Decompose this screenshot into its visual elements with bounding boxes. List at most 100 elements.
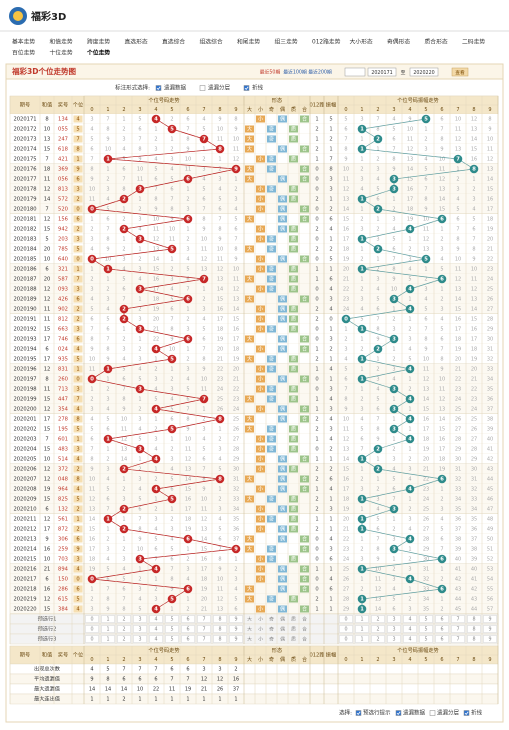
preselect-cell[interactable] xyxy=(85,625,99,633)
preselect-digit[interactable]: 0 xyxy=(344,627,347,633)
nav-link[interactable]: 012路走势 xyxy=(312,38,341,46)
preselect-digit[interactable]: 4 xyxy=(154,637,157,643)
preselect-digit[interactable]: 5 xyxy=(424,637,427,643)
preselect-cell[interactable] xyxy=(117,635,131,643)
preselect-digit[interactable]: 1 xyxy=(360,627,363,633)
preselect-cell[interactable] xyxy=(213,635,227,643)
preselect-digit[interactable]: 7 xyxy=(456,637,459,643)
nav-link[interactable]: 质合形态 xyxy=(425,38,448,46)
option-checkbox[interactable] xyxy=(199,85,206,91)
preselect-cell[interactable] xyxy=(213,625,227,633)
preselect-shape[interactable]: 小 xyxy=(258,636,263,643)
preselect-shape[interactable]: 合 xyxy=(302,636,307,643)
preselect-digit[interactable]: 0 xyxy=(344,637,347,643)
preselect-cell[interactable] xyxy=(451,625,465,633)
preselect-digit[interactable]: 0 xyxy=(90,617,93,623)
preselect-cell[interactable] xyxy=(165,635,179,643)
preselect-cell[interactable] xyxy=(339,615,353,623)
preselect-shape[interactable]: 偶 xyxy=(280,616,285,623)
preselect-cell[interactable] xyxy=(165,625,179,633)
preselect-digit[interactable]: 2 xyxy=(376,627,379,633)
preselect-digit[interactable]: 9 xyxy=(488,617,491,623)
preselect-digit[interactable]: 5 xyxy=(424,627,427,633)
preselect-digit[interactable]: 6 xyxy=(440,627,443,633)
preselect-cell[interactable] xyxy=(133,635,147,643)
preselect-cell[interactable] xyxy=(435,635,449,643)
preselect-digit[interactable]: 6 xyxy=(186,627,189,633)
preselect-digit[interactable]: 5 xyxy=(170,617,173,623)
preselect-shape[interactable]: 大 xyxy=(247,616,252,623)
preselect-cell[interactable] xyxy=(451,615,465,623)
preselect-cell[interactable] xyxy=(229,635,243,643)
preselect-cell[interactable] xyxy=(213,615,227,623)
preselect-digit[interactable]: 6 xyxy=(440,637,443,643)
preselect-digit[interactable]: 1 xyxy=(360,637,363,643)
preselect-cell[interactable] xyxy=(149,615,163,623)
preselect-digit[interactable]: 5 xyxy=(170,627,173,633)
preselect-digit[interactable]: 0 xyxy=(90,627,93,633)
preselect-digit[interactable]: 8 xyxy=(218,627,221,633)
preselect-digit[interactable]: 8 xyxy=(218,617,221,623)
preselect-cell[interactable] xyxy=(165,615,179,623)
preselect-shape[interactable]: 质 xyxy=(291,626,296,633)
preselect-digit[interactable]: 7 xyxy=(456,617,459,623)
preselect-shape[interactable]: 大 xyxy=(247,636,252,643)
preselect-cell[interactable] xyxy=(467,635,481,643)
preselect-digit[interactable]: 4 xyxy=(154,627,157,633)
preselect-cell[interactable] xyxy=(197,625,211,633)
preselect-cell[interactable] xyxy=(229,615,243,623)
nav-link[interactable]: 和尾走势 xyxy=(237,38,260,46)
nav-link[interactable]: 个位走势 xyxy=(86,49,110,57)
preselect-shape[interactable]: 合 xyxy=(302,626,307,633)
preselect-digit[interactable]: 8 xyxy=(472,627,475,633)
preselect-cell[interactable] xyxy=(117,625,131,633)
preselect-digit[interactable]: 2 xyxy=(122,617,125,623)
preselect-digit[interactable]: 3 xyxy=(138,617,141,623)
preselect-digit[interactable]: 3 xyxy=(392,627,395,633)
preselect-cell[interactable] xyxy=(101,635,115,643)
preselect-shape[interactable]: 奇 xyxy=(269,636,274,643)
preselect-cell[interactable] xyxy=(371,635,385,643)
preselect-cell[interactable] xyxy=(133,615,147,623)
preselect-cell[interactable] xyxy=(403,615,417,623)
preselect-digit[interactable]: 4 xyxy=(154,617,157,623)
preselect-cell[interactable] xyxy=(387,625,401,633)
preselect-digit[interactable]: 7 xyxy=(456,627,459,633)
preselect-digit[interactable]: 1 xyxy=(106,617,109,623)
period-link[interactable]: 最近100期 xyxy=(283,69,307,76)
preselect-cell[interactable] xyxy=(181,625,195,633)
preselect-cell[interactable] xyxy=(355,625,369,633)
nav-link[interactable]: 和值走势 xyxy=(50,38,73,46)
preselect-digit[interactable]: 9 xyxy=(488,637,491,643)
preselect-digit[interactable]: 7 xyxy=(202,617,205,623)
footer-checkbox[interactable] xyxy=(429,710,436,716)
preselect-digit[interactable]: 7 xyxy=(202,627,205,633)
footer-checkbox[interactable] xyxy=(395,710,402,716)
preselect-digit[interactable]: 1 xyxy=(360,617,363,623)
preselect-digit[interactable]: 9 xyxy=(234,637,237,643)
preselect-cell[interactable] xyxy=(467,615,481,623)
preselect-digit[interactable]: 7 xyxy=(202,637,205,643)
query-button[interactable] xyxy=(451,67,469,77)
preselect-cell[interactable] xyxy=(355,615,369,623)
preselect-cell[interactable] xyxy=(419,635,433,643)
nav-link[interactable]: 十位走势 xyxy=(50,49,73,57)
preselect-cell[interactable] xyxy=(483,635,497,643)
preselect-cell[interactable] xyxy=(355,635,369,643)
preselect-cell[interactable] xyxy=(181,635,195,643)
nav-link[interactable]: 直选形态 xyxy=(125,38,148,46)
preselect-digit[interactable]: 9 xyxy=(488,627,491,633)
range-from-box[interactable] xyxy=(367,67,397,77)
preselect-digit[interactable]: 3 xyxy=(392,637,395,643)
preselect-cell[interactable] xyxy=(197,615,211,623)
footer-checkbox[interactable] xyxy=(355,710,362,716)
range-to-box[interactable] xyxy=(409,67,439,77)
preselect-cell[interactable] xyxy=(419,625,433,633)
preselect-cell[interactable] xyxy=(101,615,115,623)
preselect-cell[interactable] xyxy=(387,615,401,623)
nav-link[interactable]: 二码走势 xyxy=(462,38,485,46)
preselect-digit[interactable]: 0 xyxy=(344,617,347,623)
preselect-cell[interactable] xyxy=(451,635,465,643)
preselect-digit[interactable]: 4 xyxy=(408,617,411,623)
preselect-cell[interactable] xyxy=(371,615,385,623)
